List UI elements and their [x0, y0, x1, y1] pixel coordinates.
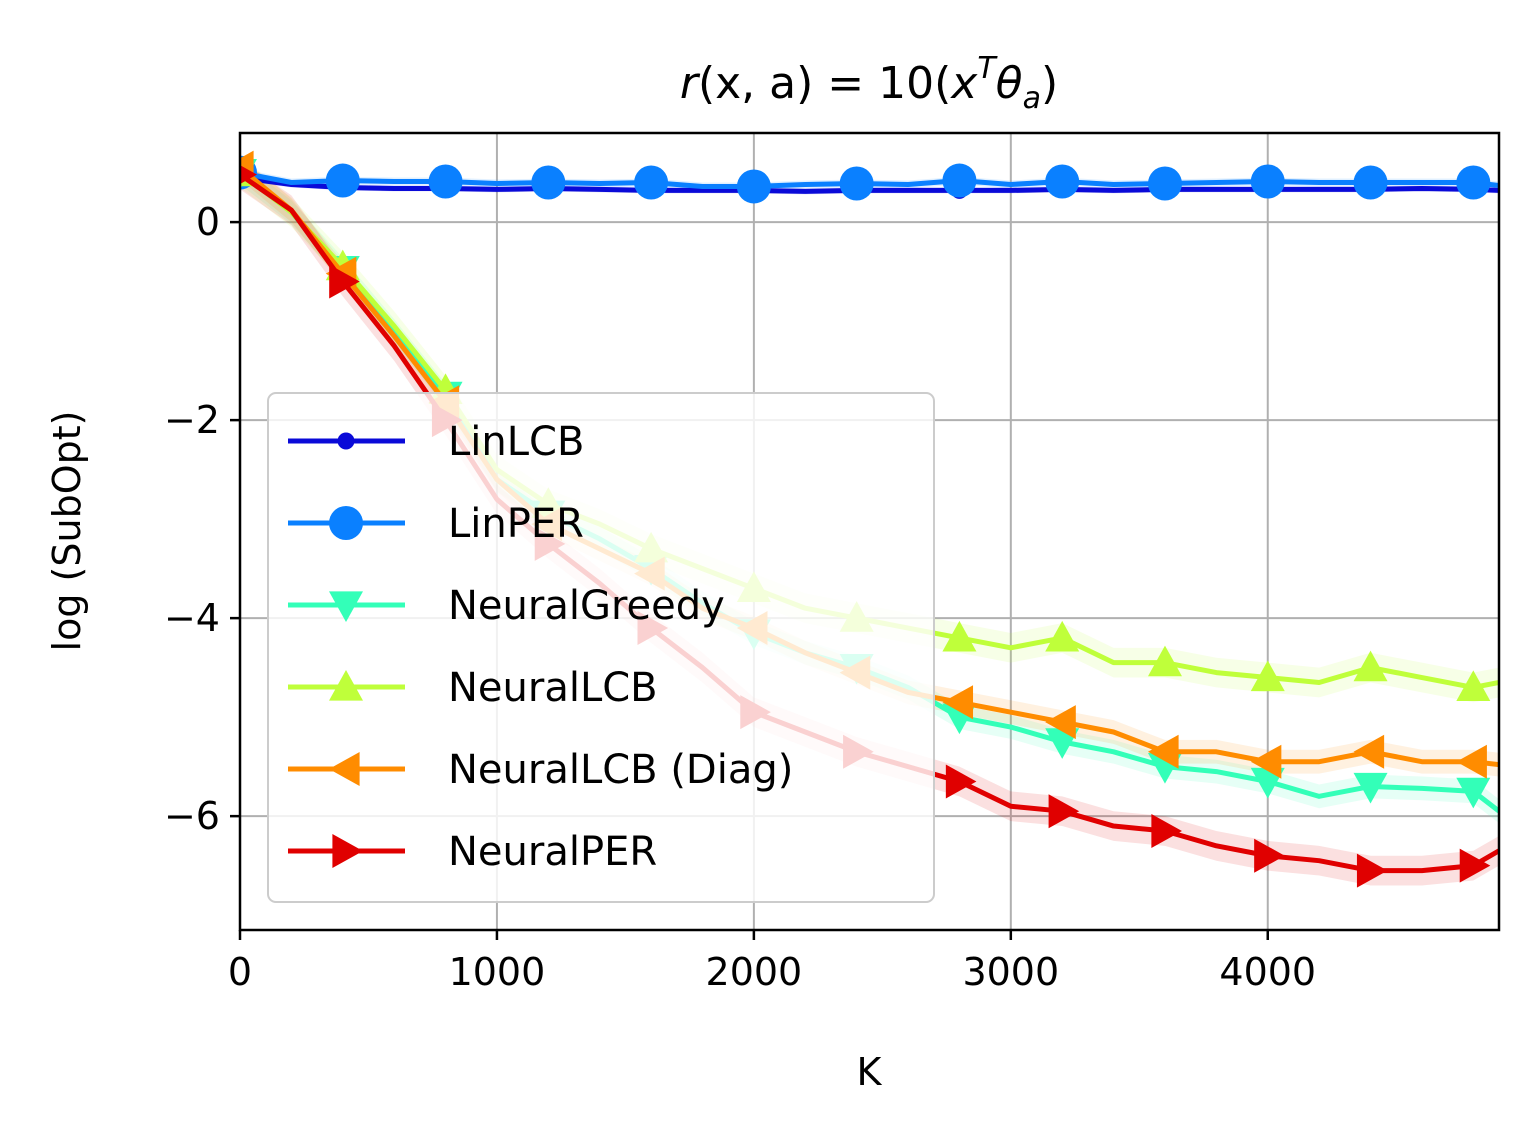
linper-point — [428, 164, 463, 199]
linper-point — [1045, 164, 1080, 199]
chart-title: r(x, a) = 10(xTθa) — [680, 51, 1058, 116]
plot-frame — [238, 131, 1501, 932]
neurallcb-point — [1147, 645, 1182, 677]
x-tick-label: 0 — [228, 950, 252, 994]
linper-point — [531, 165, 566, 200]
linper-point — [1353, 165, 1388, 200]
neuralgreedy-point — [1456, 777, 1491, 809]
legend-marker-neurallcb — [329, 670, 363, 701]
neuralper-point — [1151, 813, 1182, 848]
neurallcb-diag-point — [1250, 744, 1282, 779]
legend-label-neuralgreedy: NeuralGreedy — [448, 583, 725, 629]
axis-ticks: 0 1000 2000 3000 4000 0 −2 −4 −6 — [164, 200, 1316, 994]
neuralper-point — [1254, 838, 1285, 873]
neurallcb-diag-point — [1353, 734, 1385, 769]
legend-label-neurallcb: NeuralLCB — [448, 665, 658, 711]
linper-point — [942, 163, 977, 198]
neuralgreedy-point — [1353, 772, 1388, 804]
legend-label-linper: LinPER — [448, 501, 584, 547]
neuralper-point — [1459, 848, 1491, 883]
linper-point — [839, 166, 874, 201]
legend-box — [267, 392, 935, 903]
linper-point — [1250, 164, 1285, 199]
x-tick-label: 1000 — [449, 950, 546, 994]
neurallcb-diag-point — [1456, 744, 1487, 779]
linper-point — [736, 169, 771, 204]
neurallcb-point — [1045, 620, 1080, 652]
x-tick-label: 2000 — [706, 950, 803, 994]
linper-point — [1456, 165, 1491, 200]
neuralper-point — [1356, 853, 1388, 888]
x-tick-label: 3000 — [962, 950, 1059, 994]
y-tick-label: −6 — [164, 794, 220, 838]
x-tick-label: 4000 — [1219, 950, 1316, 994]
neurallcb-point — [942, 620, 977, 652]
legend-marker-neuralgreedy — [329, 591, 363, 622]
neuralper-point — [1048, 794, 1080, 829]
y-axis-label: log (SubOpt) — [45, 411, 89, 652]
legend-marker-linlcb — [337, 432, 355, 450]
y-tick-label: 0 — [196, 200, 220, 244]
neurallcb-point — [1456, 670, 1491, 702]
neurallcb-point — [1250, 660, 1285, 692]
neuralper-point — [240, 165, 257, 185]
neuralper-point — [945, 764, 977, 799]
neurallcb-diag-point — [1045, 705, 1076, 740]
neurallcb-diag-point — [1147, 734, 1179, 769]
linper-point — [1147, 166, 1182, 201]
legend: LinLCB LinPER NeuralGreedy NeuralLCB NeuralL… — [267, 392, 935, 903]
legend-label-neuralper: NeuralPER — [448, 829, 657, 875]
legend-label-linlcb: LinLCB — [448, 419, 584, 465]
y-tick-label: −2 — [164, 398, 220, 442]
neurallcb-point — [1353, 650, 1388, 682]
legend-marker-neuralper — [332, 834, 363, 868]
y-tick-label: −4 — [164, 596, 220, 640]
linper-point — [325, 163, 360, 198]
x-axis-label: K — [857, 1050, 883, 1094]
neurallcb-diag-point — [942, 685, 974, 720]
linper-point — [634, 165, 669, 200]
neuralper-point — [329, 264, 360, 299]
legend-marker-linper — [329, 506, 363, 540]
legend-label-neurallcb-diag: NeuralLCB (Diag) — [448, 747, 793, 793]
legend-marker-neurallcb-diag — [329, 752, 360, 786]
